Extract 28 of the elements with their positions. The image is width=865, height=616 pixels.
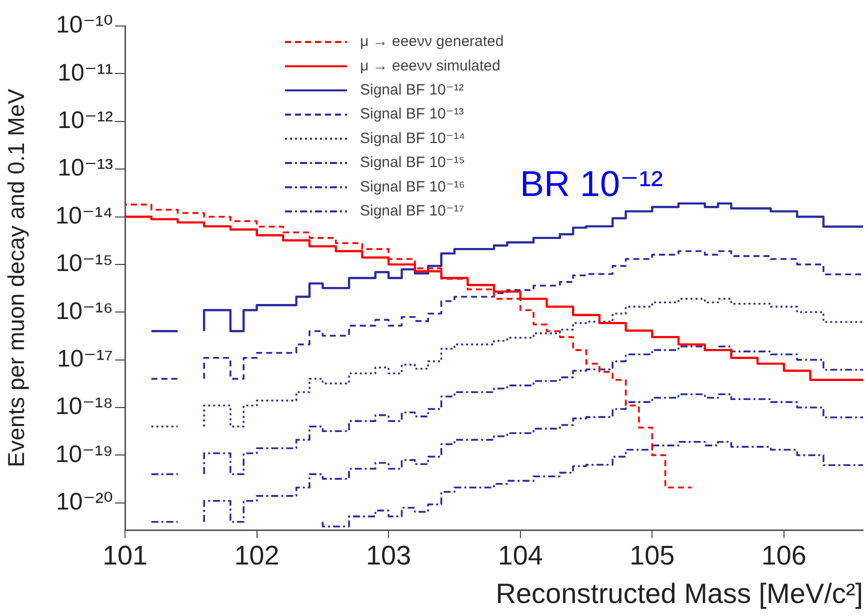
y-tick-label: 10⁻¹⁸	[56, 393, 113, 420]
x-tick-label: 106	[761, 540, 806, 571]
x-tick-label: 104	[498, 540, 543, 571]
x-tick-label: 105	[630, 540, 675, 571]
y-tick-label: 10⁻¹⁵	[56, 250, 113, 278]
annotation: BR 10⁻¹²	[520, 162, 664, 204]
legend-label: Signal BF 10⁻¹³	[360, 106, 464, 123]
legend-label: Signal BF 10⁻¹⁵	[360, 154, 466, 172]
x-tick-label: 102	[234, 540, 280, 571]
x-tick-label: 101	[102, 540, 148, 571]
y-tick-label: 10⁻¹⁴	[55, 202, 113, 230]
legend-label: Signal BF 10⁻¹⁶	[360, 178, 465, 196]
legend-label: Signal BF 10⁻¹⁷	[360, 202, 464, 220]
y-tick-label: 10⁻¹¹	[58, 59, 113, 86]
y-tick-label: 10⁻¹⁷	[56, 345, 113, 372]
y-axis-title: Events per muon decay and 0.1 MeV	[3, 88, 30, 468]
legend-label: Signal BF 10⁻¹²	[360, 82, 464, 99]
y-tick-label: 10⁻¹⁹	[55, 440, 113, 468]
legend-label: μ → eeeνν generated	[360, 33, 504, 50]
y-tick-label: 10⁻¹²	[58, 107, 113, 134]
legend-label: μ → eeeνν simulated	[360, 57, 500, 74]
y-tick-label: 10⁻¹⁶	[56, 298, 113, 325]
legend-label: Signal BF 10⁻¹⁴	[360, 130, 466, 147]
x-axis-title: Reconstructed Mass [MeV/c²]	[496, 578, 863, 609]
y-tick-label: 10⁻¹⁰	[56, 12, 113, 39]
y-tick-label: 10⁻²⁰	[56, 488, 113, 516]
x-tick-label: 103	[366, 540, 412, 571]
y-tick-label: 10⁻¹³	[58, 154, 113, 182]
